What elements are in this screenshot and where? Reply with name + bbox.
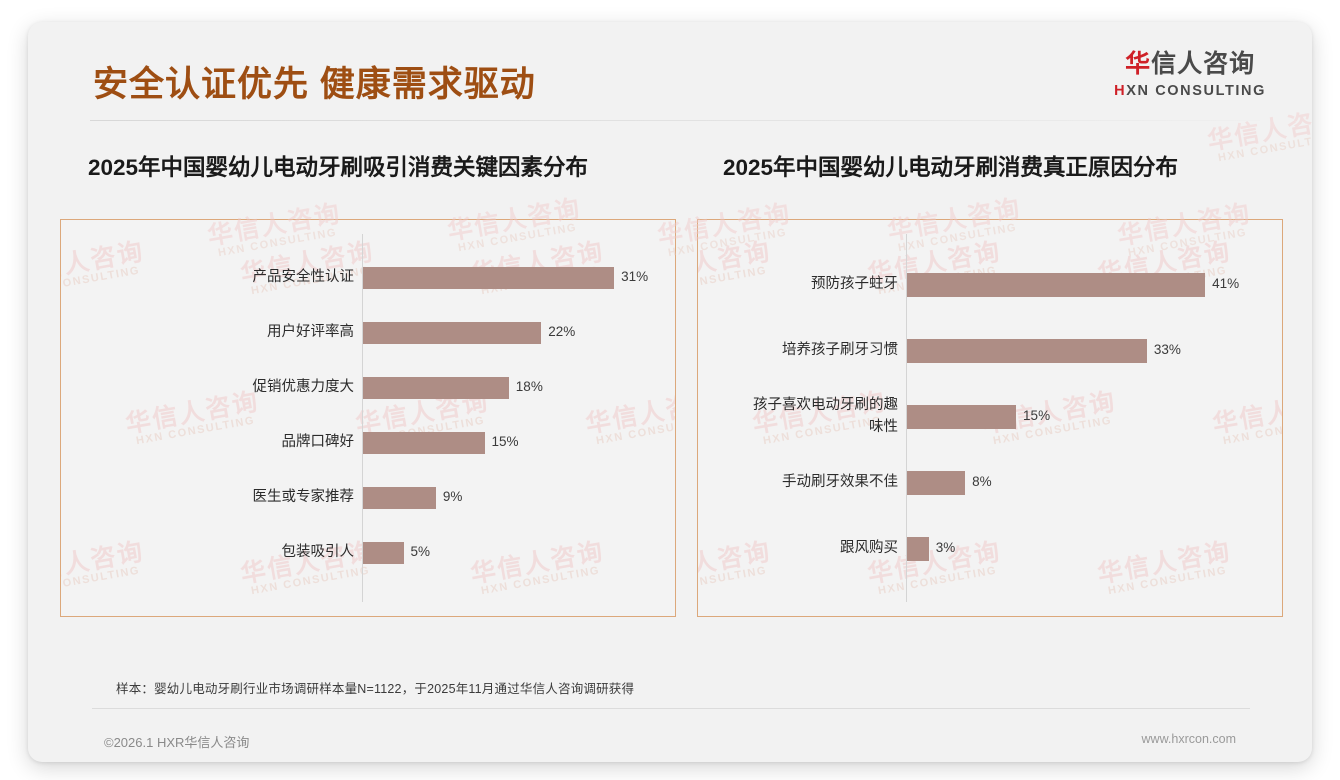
header-divider	[90, 120, 1260, 121]
plot-area-left: 产品安全性认证 31% 用户好评率高 22% 促销优惠力度大 18% 品牌口碑好 15% 医生或…	[61, 220, 675, 616]
website-text: www.hxrcon.com	[1141, 732, 1236, 746]
bar-value-label: 18%	[515, 379, 543, 394]
company-logo: 华信人咨询 HXN CONSULTING	[1114, 52, 1266, 99]
slide: 华信人咨询 HXN CONSULTING 华信人咨询 HXN CONSULTING 华信…	[28, 22, 1312, 762]
chart-title-right: 2025年中国婴幼儿电动牙刷消费真正原因分布	[723, 155, 1179, 180]
bar-value-label: 41%	[1212, 276, 1240, 291]
logo-en-rest: XN CONSULTING	[1126, 83, 1266, 99]
bar	[363, 432, 485, 454]
bar	[907, 537, 929, 561]
category-label: 产品安全性认证	[252, 269, 355, 285]
bar	[907, 339, 1147, 363]
bar	[907, 471, 966, 495]
copyright-text: ©2026.1 HXR华信人咨询	[104, 735, 250, 750]
logo-english-text: HXN CONSULTING	[1114, 84, 1266, 99]
axis-line-right	[906, 234, 907, 602]
slide-footer: ©2026.1 HXR华信人咨询 www.hxrcon.com	[28, 716, 1312, 762]
category-label: 品牌口碑好	[281, 434, 355, 450]
bar	[363, 487, 436, 509]
bar	[907, 273, 1206, 297]
category-label: 包装吸引人	[281, 544, 355, 560]
category-label: 培养孩子刷牙习惯	[782, 342, 898, 358]
bar-value-label: 22%	[548, 324, 576, 339]
sample-footnote: 样本：婴幼儿电动牙刷行业市场调研样本量N=1122，于2025年11月通过华信人…	[116, 682, 635, 696]
bar-value-label: 3%	[935, 540, 956, 555]
axis-line-left	[362, 234, 363, 602]
logo-cn-rest: 信人咨询	[1151, 50, 1256, 78]
category-label: 用户好评率高	[267, 324, 354, 340]
chart-title-left: 2025年中国婴幼儿电动牙刷吸引消费关键因素分布	[88, 155, 589, 180]
bar	[363, 322, 542, 344]
bar	[363, 267, 615, 289]
logo-chinese-text: 华信人咨询	[1114, 52, 1266, 77]
bar-value-label: 15%	[1023, 408, 1051, 423]
category-label: 跟风购买	[840, 540, 898, 556]
footer-divider	[92, 708, 1250, 709]
bar-value-label: 33%	[1153, 342, 1181, 357]
bar-value-label: 31%	[621, 269, 649, 284]
bar-value-label: 9%	[442, 489, 463, 504]
category-label: 孩子喜欢电动牙刷的趣味性	[753, 397, 898, 435]
bar	[363, 377, 509, 399]
bar	[363, 542, 404, 564]
logo-cn-accent: 华	[1125, 50, 1152, 78]
category-label: 促销优惠力度大	[252, 379, 355, 395]
slide-header: 安全认证优先 健康需求驱动 华信人咨询 HXN CONSULTING	[28, 22, 1312, 121]
bar-value-label: 5%	[410, 544, 431, 559]
page-title: 安全认证优先 健康需求驱动	[93, 65, 536, 104]
bar-value-label: 15%	[491, 434, 519, 449]
plot-area-right: 预防孩子蛀牙 41% 培养孩子刷牙习惯 33% 孩子喜欢电动牙刷的趣味性 15% 手动刷牙效…	[698, 220, 1282, 616]
category-label: 预防孩子蛀牙	[811, 276, 898, 292]
logo-en-accent: H	[1114, 83, 1127, 99]
category-label: 手动刷牙效果不佳	[782, 474, 898, 490]
bar-value-label: 8%	[972, 474, 992, 489]
category-label: 医生或专家推荐	[252, 489, 355, 505]
bar	[907, 405, 1017, 429]
